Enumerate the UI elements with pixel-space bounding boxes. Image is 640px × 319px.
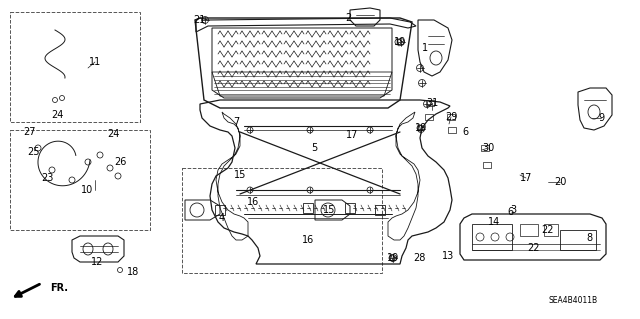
Bar bbox=[560, 230, 596, 250]
Bar bbox=[426, 100, 434, 106]
Text: 9: 9 bbox=[598, 113, 604, 123]
Bar bbox=[10, 12, 140, 122]
Bar bbox=[303, 203, 313, 213]
Text: 16: 16 bbox=[302, 235, 314, 245]
Bar bbox=[520, 224, 538, 236]
Text: SEA4B4011B: SEA4B4011B bbox=[549, 296, 598, 305]
Text: 11: 11 bbox=[89, 57, 101, 67]
Text: 3: 3 bbox=[510, 205, 516, 215]
Text: 22: 22 bbox=[541, 225, 554, 235]
Bar bbox=[425, 114, 433, 120]
Text: 17: 17 bbox=[520, 173, 532, 183]
Text: 18: 18 bbox=[127, 267, 139, 277]
Text: 10: 10 bbox=[81, 185, 93, 195]
Bar bbox=[472, 224, 512, 250]
Text: 13: 13 bbox=[442, 251, 454, 261]
Text: 8: 8 bbox=[586, 233, 592, 243]
Bar bbox=[544, 224, 558, 236]
Text: 23: 23 bbox=[41, 173, 53, 183]
Text: 2: 2 bbox=[345, 13, 351, 23]
Text: FR.: FR. bbox=[50, 283, 68, 293]
Bar bbox=[481, 145, 489, 151]
Text: 16: 16 bbox=[247, 197, 259, 207]
Text: 15: 15 bbox=[323, 205, 335, 215]
Bar bbox=[483, 162, 491, 168]
Bar bbox=[448, 127, 456, 133]
Bar bbox=[375, 205, 385, 215]
Bar bbox=[447, 114, 455, 120]
Text: 24: 24 bbox=[51, 110, 63, 120]
Text: 22: 22 bbox=[528, 243, 540, 253]
Bar bbox=[345, 203, 355, 213]
Text: 20: 20 bbox=[554, 177, 566, 187]
Text: 29: 29 bbox=[445, 112, 457, 122]
Text: 30: 30 bbox=[482, 143, 494, 153]
Text: 27: 27 bbox=[23, 127, 35, 137]
Text: 12: 12 bbox=[91, 257, 103, 267]
Bar bbox=[182, 168, 382, 273]
Text: 25: 25 bbox=[28, 147, 40, 157]
Bar bbox=[215, 205, 225, 215]
Text: 5: 5 bbox=[311, 143, 317, 153]
Bar bbox=[10, 130, 150, 230]
Text: 19: 19 bbox=[394, 37, 406, 47]
Text: 28: 28 bbox=[413, 253, 425, 263]
Text: 14: 14 bbox=[488, 217, 500, 227]
Text: 26: 26 bbox=[114, 157, 126, 167]
Text: 15: 15 bbox=[234, 170, 246, 180]
Text: 17: 17 bbox=[346, 130, 358, 140]
Text: 21: 21 bbox=[193, 15, 205, 25]
Text: 6: 6 bbox=[462, 127, 468, 137]
Text: 24: 24 bbox=[107, 129, 119, 139]
Text: 4: 4 bbox=[219, 213, 225, 223]
Text: 19: 19 bbox=[415, 123, 427, 133]
Text: 7: 7 bbox=[233, 117, 239, 127]
Text: 31: 31 bbox=[426, 98, 438, 108]
Text: 6: 6 bbox=[507, 207, 513, 217]
Text: 19: 19 bbox=[387, 253, 399, 263]
Text: 1: 1 bbox=[422, 43, 428, 53]
